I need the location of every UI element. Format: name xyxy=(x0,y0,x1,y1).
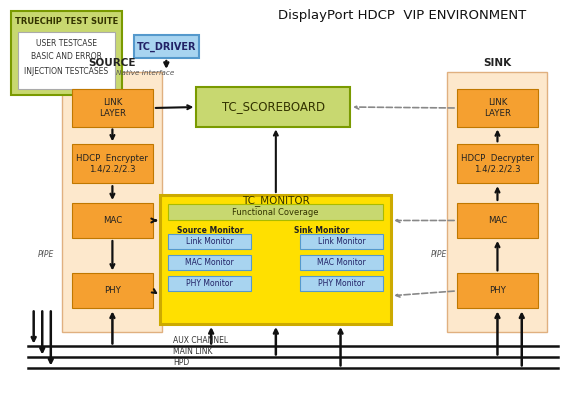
Text: HDCP  Decrypter
1.4/2.2/2.3: HDCP Decrypter 1.4/2.2/2.3 xyxy=(461,154,534,173)
Text: TC_SCOREBOARD: TC_SCOREBOARD xyxy=(222,100,325,113)
Bar xyxy=(72,203,153,238)
Text: Link Monitor: Link Monitor xyxy=(317,237,365,246)
Bar xyxy=(457,203,538,238)
Bar xyxy=(72,89,153,126)
Bar xyxy=(168,234,251,249)
Text: USER TESTCASE: USER TESTCASE xyxy=(36,39,97,48)
Bar xyxy=(168,276,251,291)
Bar xyxy=(300,276,383,291)
Text: PHY: PHY xyxy=(104,286,121,296)
Text: PHY Monitor: PHY Monitor xyxy=(318,279,365,288)
Text: Link Monitor: Link Monitor xyxy=(186,237,234,246)
Text: LINK
LAYER: LINK LAYER xyxy=(484,98,511,118)
Bar xyxy=(457,89,538,126)
Bar xyxy=(300,255,383,270)
Bar xyxy=(11,11,122,95)
Text: SINK: SINK xyxy=(483,58,511,68)
Text: TRUECHIP TEST SUITE: TRUECHIP TEST SUITE xyxy=(14,17,118,26)
Bar xyxy=(72,273,153,309)
Text: MAC: MAC xyxy=(488,216,507,225)
Text: BASIC AND ERROR: BASIC AND ERROR xyxy=(31,52,102,61)
Text: MAC: MAC xyxy=(103,216,122,225)
Bar xyxy=(62,72,162,332)
Text: TC_DRIVER: TC_DRIVER xyxy=(137,41,196,52)
Text: HPD: HPD xyxy=(174,359,190,367)
Text: Sink Monitor: Sink Monitor xyxy=(294,226,350,235)
Text: HDCP  Encrypter
1.4/2.2/2.3: HDCP Encrypter 1.4/2.2/2.3 xyxy=(77,154,148,173)
Text: LINK
LAYER: LINK LAYER xyxy=(99,98,126,118)
Text: MAC Monitor: MAC Monitor xyxy=(317,258,366,267)
Bar xyxy=(18,32,115,89)
Text: PIPE: PIPE xyxy=(430,251,447,259)
Text: MAIN LINK: MAIN LINK xyxy=(174,348,213,357)
Text: MAC Monitor: MAC Monitor xyxy=(185,258,234,267)
Bar xyxy=(133,35,199,58)
Bar xyxy=(457,144,538,183)
Text: PHY Monitor: PHY Monitor xyxy=(186,279,233,288)
Bar xyxy=(160,195,391,324)
Text: AUX CHANNEL: AUX CHANNEL xyxy=(174,336,228,346)
Bar xyxy=(447,72,547,332)
Bar xyxy=(168,255,251,270)
Text: SOURCE: SOURCE xyxy=(88,58,136,68)
Bar xyxy=(72,144,153,183)
Text: Native Interface: Native Interface xyxy=(117,70,175,76)
Bar xyxy=(300,234,383,249)
Text: Source Monitor: Source Monitor xyxy=(177,226,243,235)
Text: DisplayPort HDCP  VIP ENVIRONMENT: DisplayPort HDCP VIP ENVIRONMENT xyxy=(278,9,526,22)
Text: PHY: PHY xyxy=(489,286,506,296)
Bar xyxy=(196,87,350,126)
Bar xyxy=(168,204,383,221)
Text: PIPE: PIPE xyxy=(38,251,54,259)
Text: TC_MONITOR: TC_MONITOR xyxy=(242,195,310,206)
Text: Functional Coverage: Functional Coverage xyxy=(233,208,319,217)
Bar xyxy=(457,273,538,309)
Text: INJECTION TESTCASES: INJECTION TESTCASES xyxy=(24,67,108,76)
